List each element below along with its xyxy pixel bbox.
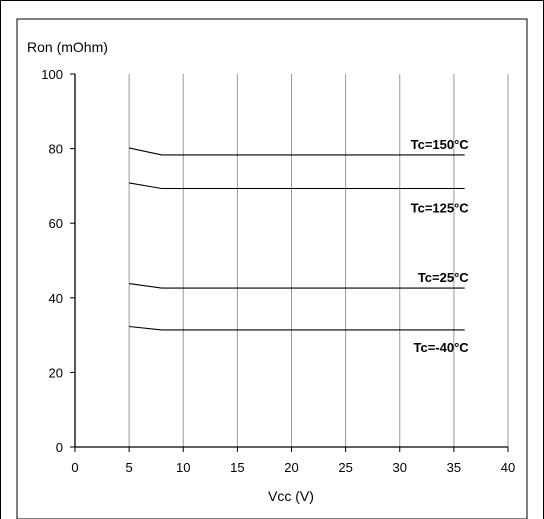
axis-layer xyxy=(70,73,509,452)
x-axis-title: Vcc (V) xyxy=(268,488,314,504)
series-label: Tc=125°C xyxy=(411,201,470,216)
x-tick-label: 0 xyxy=(71,460,78,475)
x-tick-label: 5 xyxy=(126,460,133,475)
series-line xyxy=(129,325,465,331)
x-tick-label: 25 xyxy=(338,460,352,475)
tick-labels: 0 20 40 60 80 100 0 5 10 15 20 25 30 35 40 xyxy=(41,67,515,475)
grid-layer xyxy=(128,74,509,447)
y-tick-label: 40 xyxy=(49,291,63,306)
y-tick-label: 100 xyxy=(41,67,63,82)
x-tick-label: 40 xyxy=(501,460,515,475)
series-line xyxy=(129,182,465,190)
series-line xyxy=(128,147,465,156)
series-label: Tc=-40°C xyxy=(414,340,470,355)
series-labels: Tc=150°C Tc=125°C Tc=25°C Tc=-40°C xyxy=(411,137,470,355)
x-tick-label: 10 xyxy=(176,460,190,475)
series-label: Tc=25°C xyxy=(418,270,469,285)
series-layer xyxy=(128,147,465,331)
x-tick-label: 30 xyxy=(393,460,407,475)
x-tick-label: 20 xyxy=(284,460,298,475)
chart-panel xyxy=(16,18,528,519)
y-tick-label: 20 xyxy=(49,365,63,380)
y-tick-label: 0 xyxy=(56,440,63,455)
y-axis-title: Ron (mOhm) xyxy=(27,39,108,55)
y-tick-label: 60 xyxy=(49,216,63,231)
x-tick-label: 35 xyxy=(447,460,461,475)
series-line xyxy=(129,283,465,289)
series-label: Tc=150°C xyxy=(411,137,470,152)
x-tick-label: 15 xyxy=(230,460,244,475)
y-tick-label: 80 xyxy=(49,142,63,157)
